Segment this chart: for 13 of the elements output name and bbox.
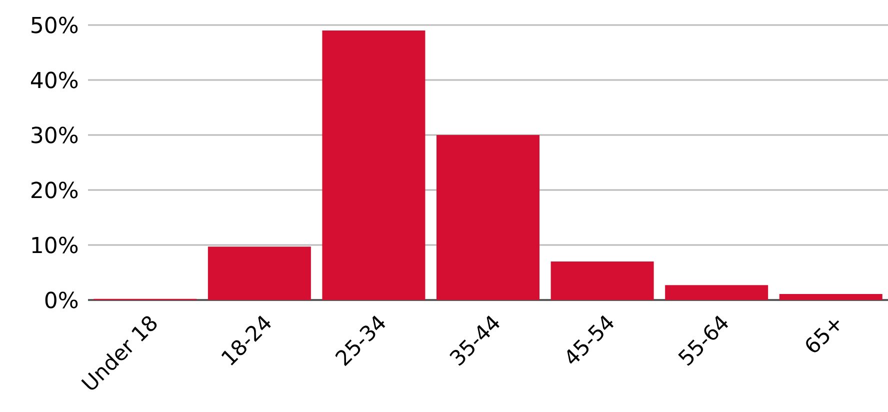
bar [550, 262, 654, 300]
bar [208, 246, 311, 300]
bar [779, 294, 882, 300]
x-tick-label: 65+ [806, 320, 840, 352]
bar [665, 285, 768, 300]
y-tick-label: 10% [32, 236, 78, 254]
y-tick-label: 0% [45, 292, 78, 308]
y-tick-label: 50% [32, 16, 78, 34]
y-tick-label: 20% [32, 182, 78, 198]
bar [322, 30, 426, 300]
y-tick-label: 30% [32, 126, 78, 144]
bar [436, 135, 540, 300]
y-tick-label: 40% [30, 72, 78, 88]
